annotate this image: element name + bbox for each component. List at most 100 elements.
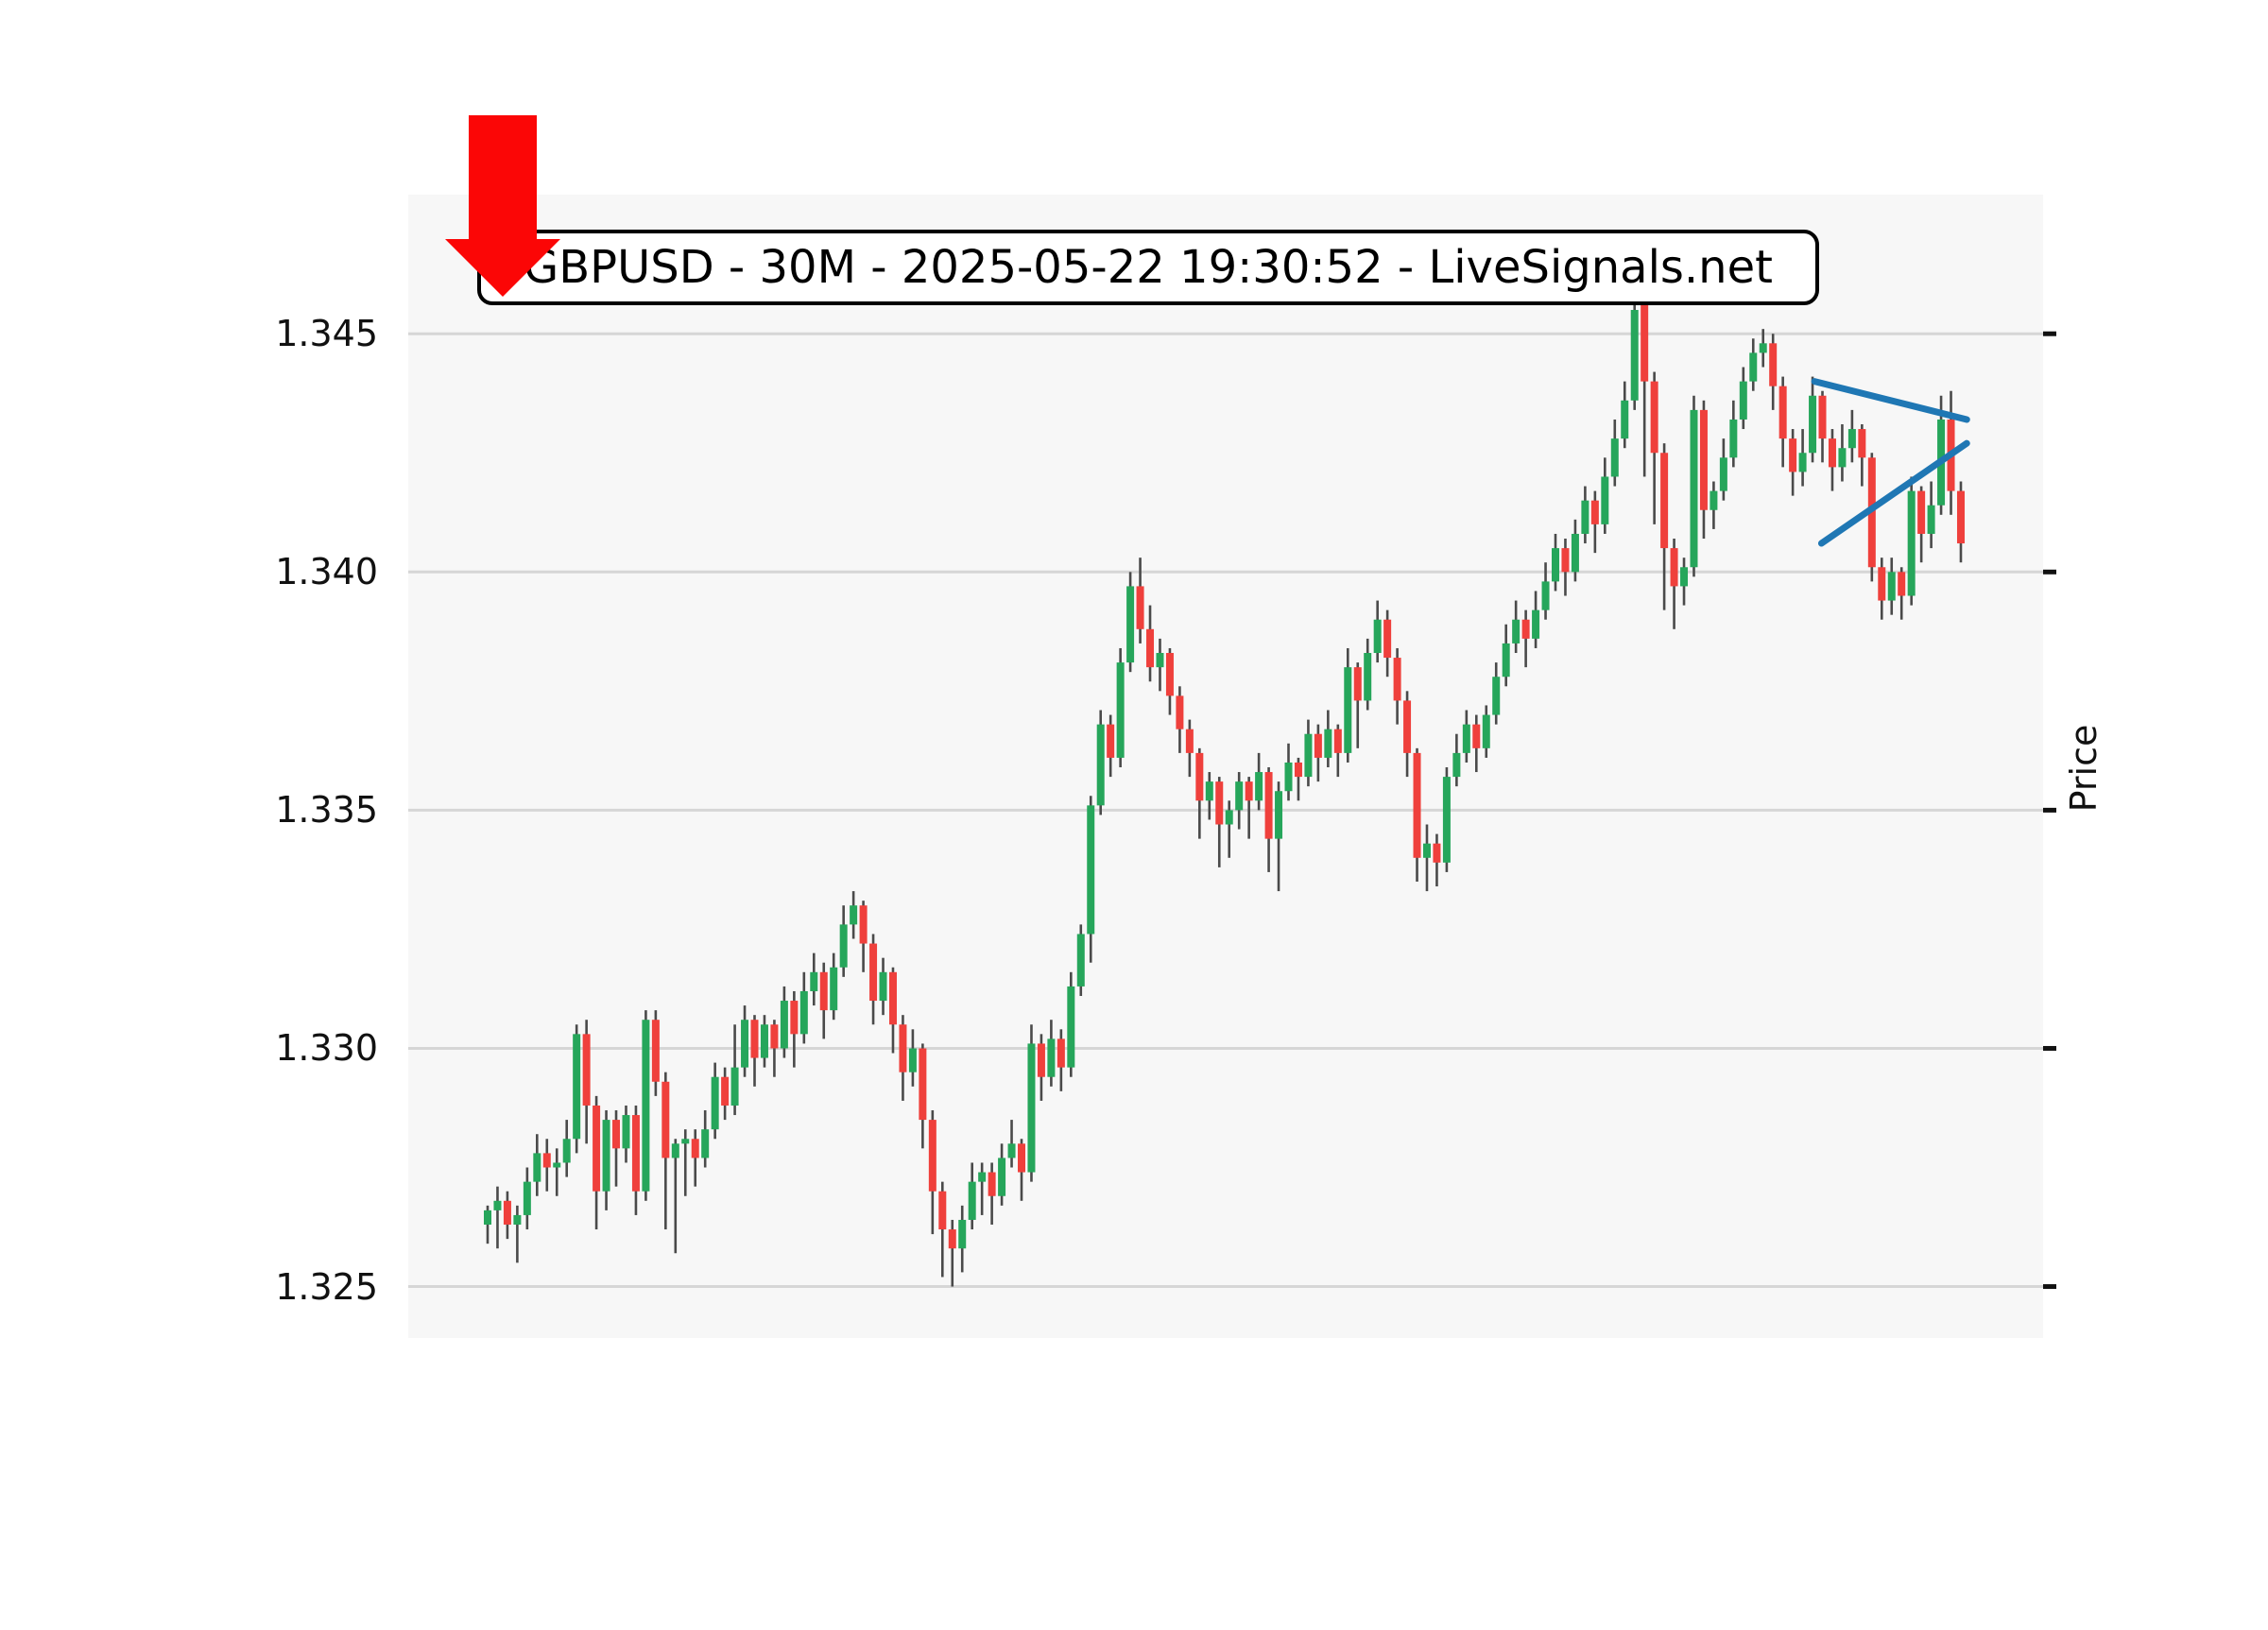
candle-body-up [850,905,858,925]
candle-body-up [908,1048,917,1072]
candle-body-up [978,1172,987,1182]
candle-body-up [1235,781,1244,811]
candle-body-up [513,1214,522,1226]
candle-body-up [602,1120,610,1192]
candle-body-down [1699,409,1708,510]
candle-body-up [1749,352,1758,382]
candle-wick [1247,777,1250,839]
candle-body-down [1314,733,1322,758]
candle-body-up [879,971,887,1002]
candle-body-up [553,1162,561,1168]
candle-body-up [1205,781,1213,801]
candle-body-up [1275,791,1283,839]
candle-body-up [780,1001,788,1049]
candle-body-down [503,1200,511,1226]
candle-body-up [523,1181,531,1215]
candle-body-up [671,1143,679,1158]
candle-body-down [651,1020,660,1082]
candle-body-down [1264,772,1273,839]
candle-body-up [1096,724,1105,806]
candle-body-down [1018,1143,1026,1173]
candle-body-up [1719,457,1727,491]
red-down-arrow-icon [445,115,560,297]
candle-body-up [1541,581,1550,610]
candle-wick [683,1129,687,1196]
chart-title: GBPUSD - 30M - 2025-05-22 19:30:52 - Liv… [524,241,1773,294]
candle-body-up [1442,777,1451,863]
candle-body-up [760,1024,768,1058]
y-axis-tick [2043,331,2056,336]
candle-body-up [1680,567,1689,587]
candle-body-down [899,1024,907,1072]
candle-body-down [1393,658,1401,701]
candle-body-up [1798,453,1807,472]
candle-wick [694,1129,697,1187]
candle-body-up [642,1020,650,1192]
candle-body-down [1670,548,1678,587]
candle-body-up [484,1210,491,1226]
candle-body-down [750,1020,759,1058]
candle-body-up [1729,419,1738,458]
candle-wick [1425,824,1429,892]
candle-body-down [869,943,878,1002]
candle-body-up [958,1219,967,1249]
candle-wick [496,1186,499,1249]
candle-body-up [998,1158,1006,1196]
price-axis-label: Price [2063,724,2105,813]
candle-body-down [928,1120,936,1192]
y-axis-tick [2043,1045,2056,1051]
candle-body-up [1364,653,1372,701]
candle-body-up [730,1067,739,1106]
candle-body-up [1007,1143,1016,1158]
candle-body-up [1552,548,1560,582]
candle-body-down [1057,1038,1065,1068]
trendlines [1811,378,1970,547]
candle-body-down [1956,490,1965,544]
candle-body-up [1809,395,1817,454]
candle-body-down [1294,762,1302,778]
plot-area [408,195,2043,1338]
candle-body-up [741,1020,749,1068]
candle-body-up [1116,662,1125,758]
trendline-lower-ascending [1817,439,1970,547]
candle-body-down [662,1081,670,1158]
candle-body-up [1502,643,1510,678]
candle-body-down [1165,653,1174,696]
candle-body-up [493,1200,502,1210]
candle-body-down [1353,667,1362,701]
candle-body-down [790,1001,799,1035]
y-axis-tick [2043,569,2056,575]
candle-body-up [1027,1043,1036,1173]
candle-body-down [1333,729,1342,753]
candles [484,295,1965,1287]
candle-body-up [1087,805,1095,935]
candle-body-down [1778,386,1787,439]
candle-body-down [1641,304,1649,382]
candle-body-up [1887,572,1896,601]
candle-body-down [1176,695,1184,729]
candle-body-up [1621,400,1629,439]
candle-body-down [819,971,828,1011]
candle-body-up [810,971,818,991]
candle-body-down [1107,724,1115,758]
candle-wick [1642,300,1646,477]
candle-wick [555,1148,558,1196]
candle-body-up [1373,619,1382,654]
candle-body-up [830,967,838,1011]
candle-body-down [1561,548,1570,573]
candle-body-up [1076,934,1085,987]
candle-body-down [593,1105,601,1192]
candle-body-down [1472,724,1481,748]
candle-body-down [1136,586,1144,629]
y-axis-tick-label: 1.340 [275,551,378,593]
candle-body-down [1521,619,1530,639]
candle-body-up [681,1139,690,1144]
trendline-upper-descending [1811,378,1970,423]
y-axis-tick-label: 1.345 [275,313,378,355]
candle-body-down [1917,490,1926,534]
candle-body-down [1898,572,1906,596]
candle-body-down [988,1172,996,1196]
candle-body-up [1630,310,1639,401]
